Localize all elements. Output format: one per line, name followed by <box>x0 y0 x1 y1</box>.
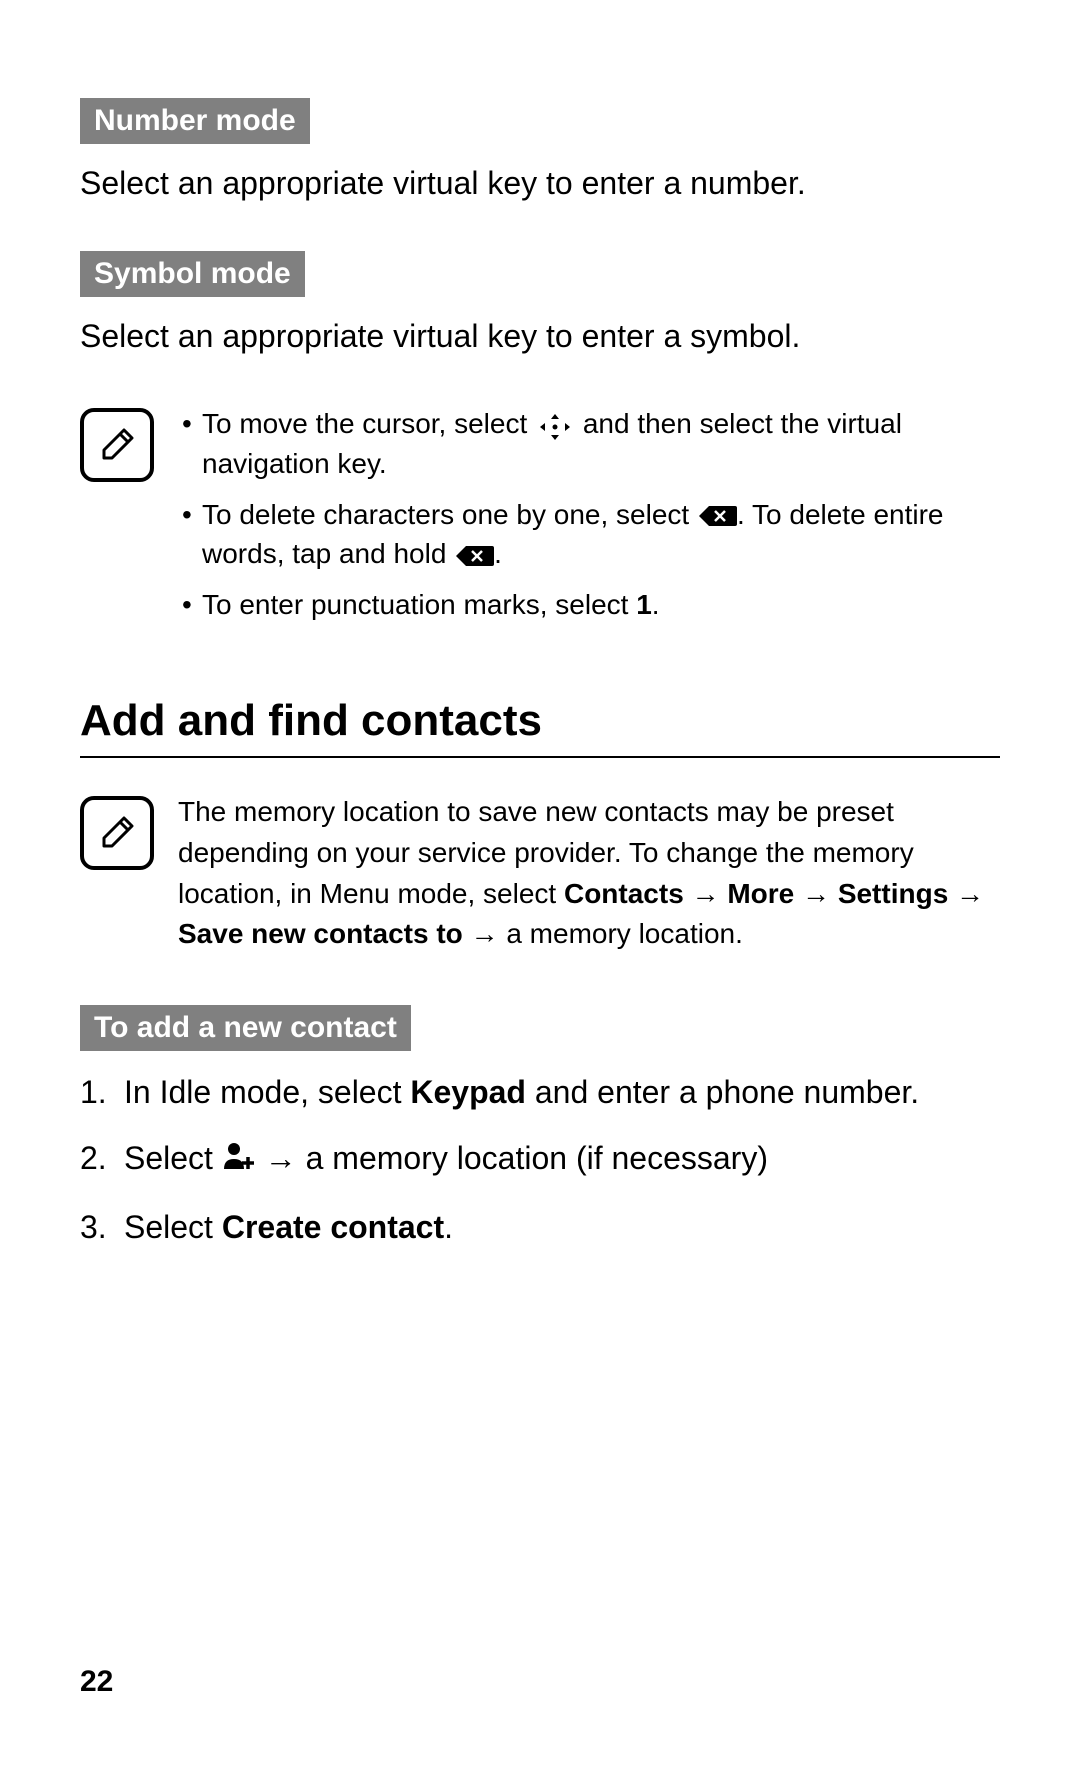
pencil-note-icon <box>80 796 154 870</box>
note-block-cursor: To move the cursor, select and then sele… <box>80 404 1000 636</box>
add-contact-steps: In Idle mode, select Keypad and enter a … <box>80 1069 1000 1251</box>
step-2: Select → a memory location (if necessary… <box>80 1135 1000 1184</box>
number-mode-text: Select an appropriate virtual key to ent… <box>80 162 1000 205</box>
text-fragment: Select <box>124 1209 222 1245</box>
text-fragment: . <box>444 1209 453 1245</box>
nav-cross-icon <box>537 412 573 440</box>
number-mode-label: Number mode <box>80 98 310 144</box>
text-fragment: To enter punctuation marks, select <box>202 589 636 620</box>
text-arrow: → <box>684 878 728 909</box>
text-bold: Keypad <box>410 1074 526 1110</box>
text-fragment: . <box>652 589 660 620</box>
note-content: To move the cursor, select and then sele… <box>178 404 1000 636</box>
text-fragment: Select <box>124 1140 222 1176</box>
text-arrow: → <box>948 878 984 909</box>
text-fragment: → a memory location (if necessary) <box>256 1140 768 1176</box>
page-number: 22 <box>80 1665 113 1699</box>
text-fragment: In Idle mode, select <box>124 1074 410 1110</box>
text-fragment: To delete characters one by one, select <box>202 499 697 530</box>
text-fragment: To move the cursor, select <box>202 408 535 439</box>
symbol-mode-label: Symbol mode <box>80 251 305 297</box>
pencil-note-icon <box>80 408 154 482</box>
text-fragment: → a memory location. <box>463 918 743 949</box>
note-memory-paragraph: The memory location to save new contacts… <box>178 792 1000 954</box>
text-bold: Create contact <box>222 1209 444 1245</box>
text-fragment: and enter a phone number. <box>526 1074 919 1110</box>
step-3: Select Create contact. <box>80 1204 1000 1250</box>
text-bold: Contacts <box>564 878 684 909</box>
step-1: In Idle mode, select Keypad and enter a … <box>80 1069 1000 1115</box>
text-bold: Save new contacts to <box>178 918 463 949</box>
backspace-x-icon <box>697 504 737 528</box>
note-bullet-2: To delete characters one by one, select … <box>178 495 1000 573</box>
add-find-contacts-heading: Add and find contacts <box>80 696 1000 758</box>
person-plus-icon <box>222 1137 256 1183</box>
note-content: The memory location to save new contacts… <box>178 792 1000 954</box>
note-bullet-1: To move the cursor, select and then sele… <box>178 404 1000 482</box>
text-fragment: . <box>494 538 502 569</box>
backspace-x-icon <box>454 544 494 568</box>
note-block-memory: The memory location to save new contacts… <box>80 792 1000 954</box>
text-bold: 1 <box>636 589 652 620</box>
text-bold: Settings <box>838 878 948 909</box>
add-contact-label: To add a new contact <box>80 1005 411 1051</box>
text-arrow: → <box>794 878 838 909</box>
note-bullet-3: To enter punctuation marks, select 1. <box>178 585 1000 624</box>
text-bold: More <box>727 878 794 909</box>
symbol-mode-text: Select an appropriate virtual key to ent… <box>80 315 1000 358</box>
